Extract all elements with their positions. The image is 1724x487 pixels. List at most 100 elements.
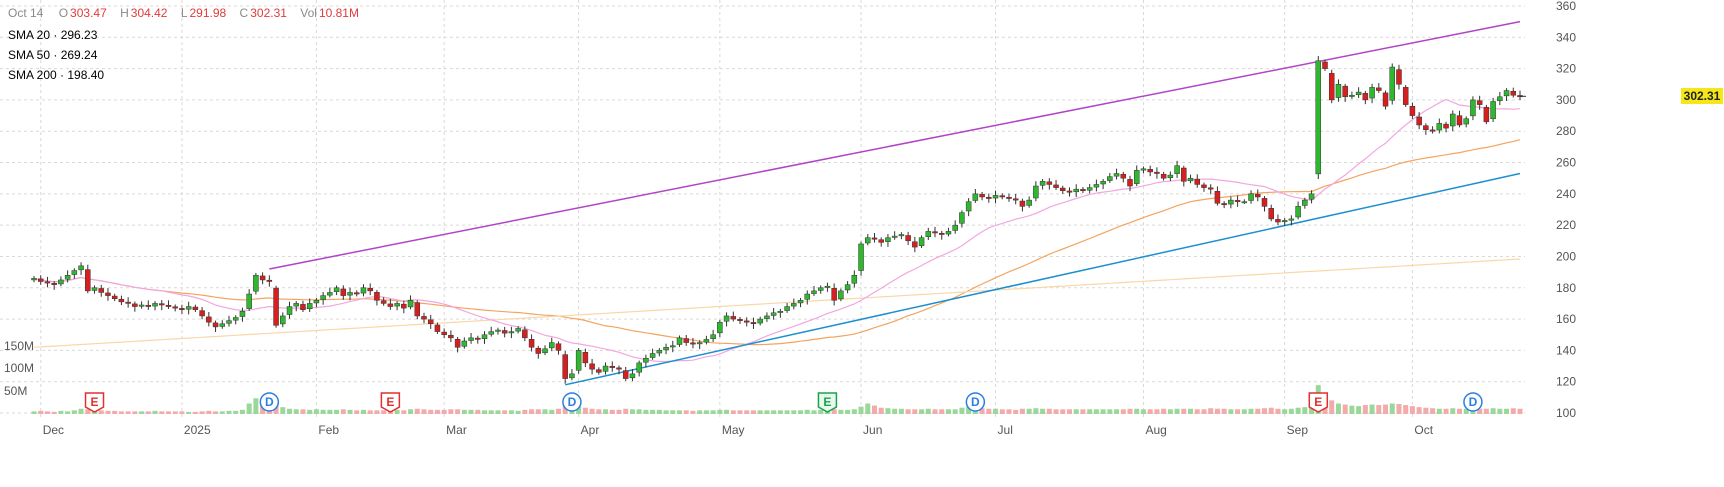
volume-bar: [1342, 404, 1348, 414]
candle-body: [992, 195, 999, 199]
candle-body: [508, 331, 515, 334]
candle-body: [1234, 200, 1241, 202]
volume-bar: [1114, 409, 1120, 414]
candle-body: [596, 369, 602, 373]
candle-body: [1295, 206, 1301, 218]
volume-bar: [697, 410, 703, 414]
candle-body: [1100, 181, 1106, 185]
last-price-badge: 302.31: [1681, 88, 1723, 105]
dividend-marker-icon: [965, 392, 986, 412]
candle-body: [1026, 199, 1032, 206]
candle-body: [844, 284, 851, 291]
volume-bar: [461, 409, 467, 414]
candle-body: [475, 337, 481, 340]
y-tick-label: 140: [1556, 343, 1576, 357]
candle-body: [98, 288, 104, 293]
candle-body: [1328, 73, 1335, 101]
candle-body: [71, 270, 78, 275]
volume-bar: [690, 410, 696, 414]
candle-body: [1268, 207, 1274, 220]
volume-bar: [1174, 408, 1180, 414]
candle-body: [1140, 168, 1147, 171]
candle-body: [979, 194, 985, 198]
candle-body: [589, 363, 595, 370]
volume-bar: [979, 408, 985, 414]
volume-bar: [1483, 408, 1489, 414]
candle-body: [952, 224, 958, 231]
volume-bar: [226, 410, 232, 414]
candle-body: [582, 352, 589, 364]
earnings-marker-label: E: [386, 395, 394, 409]
volume-tick-label: 50M: [4, 384, 27, 398]
volume-bar: [313, 409, 319, 414]
candle-body: [676, 337, 683, 345]
candle-body: [1053, 184, 1059, 188]
candle-body: [212, 322, 219, 328]
candle-body: [912, 241, 918, 248]
volume-bar: [508, 410, 514, 414]
volume-bar: [1073, 409, 1079, 414]
candle-body: [548, 342, 555, 349]
high-value: 304.42: [130, 6, 168, 20]
candle-body: [703, 339, 710, 343]
volume-bar: [1383, 404, 1389, 414]
volume-bar: [764, 410, 770, 414]
volume-bar: [717, 409, 723, 414]
y-tick-label: 360: [1556, 0, 1576, 13]
candle-body: [266, 279, 273, 282]
candle-body: [1396, 69, 1402, 85]
candle-body: [1376, 87, 1382, 91]
y-tick-label: 220: [1556, 218, 1576, 232]
y-tick-label: 100: [1556, 406, 1576, 420]
earnings-marker-label: E: [1314, 395, 1322, 409]
candle-body: [1060, 187, 1066, 191]
volume-bar: [932, 409, 938, 414]
volume-bar: [993, 408, 999, 414]
volume-bar: [1194, 409, 1200, 414]
volume-bar: [1369, 404, 1375, 414]
volume-tick-label: 150M: [4, 339, 34, 353]
candle-body: [259, 275, 266, 281]
volume-bar: [703, 410, 709, 414]
volume-bar: [78, 408, 84, 414]
candle-body: [179, 308, 185, 310]
volume-bar: [320, 409, 326, 414]
candle-body: [1436, 123, 1443, 131]
candle-body: [300, 304, 306, 310]
ohlc-header: Oct 14 O 303.47 H 304.42 L 291.98 C 302.31 V…: [8, 6, 369, 20]
volume-bar: [1436, 408, 1442, 414]
candle-body: [232, 317, 239, 321]
volume-bar: [125, 411, 131, 414]
candle-body: [784, 306, 790, 311]
candle-body: [710, 334, 716, 339]
candle-body: [44, 281, 51, 284]
candle-body: [1174, 165, 1180, 174]
candle-body: [616, 367, 622, 370]
x-tick-label: Sep: [1287, 423, 1309, 437]
volume-bar: [213, 411, 219, 414]
volume-bar: [582, 407, 588, 414]
candle-body: [629, 373, 636, 379]
trendline-upper: [269, 20, 1521, 270]
candle-body: [811, 290, 817, 294]
candle-body: [1241, 201, 1248, 204]
candle-body: [1416, 116, 1422, 126]
volume-bar: [1228, 409, 1234, 414]
volume-bar: [549, 409, 555, 414]
x-tick-label: 2025: [184, 423, 211, 437]
volume-bar: [871, 405, 877, 414]
volume-bar: [71, 410, 77, 414]
candle-body: [918, 237, 925, 246]
candle-body: [777, 311, 784, 313]
dividend-marker-icon: [259, 392, 280, 412]
volume-bar: [347, 409, 353, 414]
candle-body: [1255, 194, 1261, 198]
volume-bar: [1504, 408, 1510, 414]
dividend-marker-label: D: [568, 395, 577, 409]
candle-body: [871, 237, 878, 240]
candle-body: [1362, 93, 1369, 101]
volume-bar: [31, 411, 37, 414]
volume-bar: [1241, 409, 1247, 414]
